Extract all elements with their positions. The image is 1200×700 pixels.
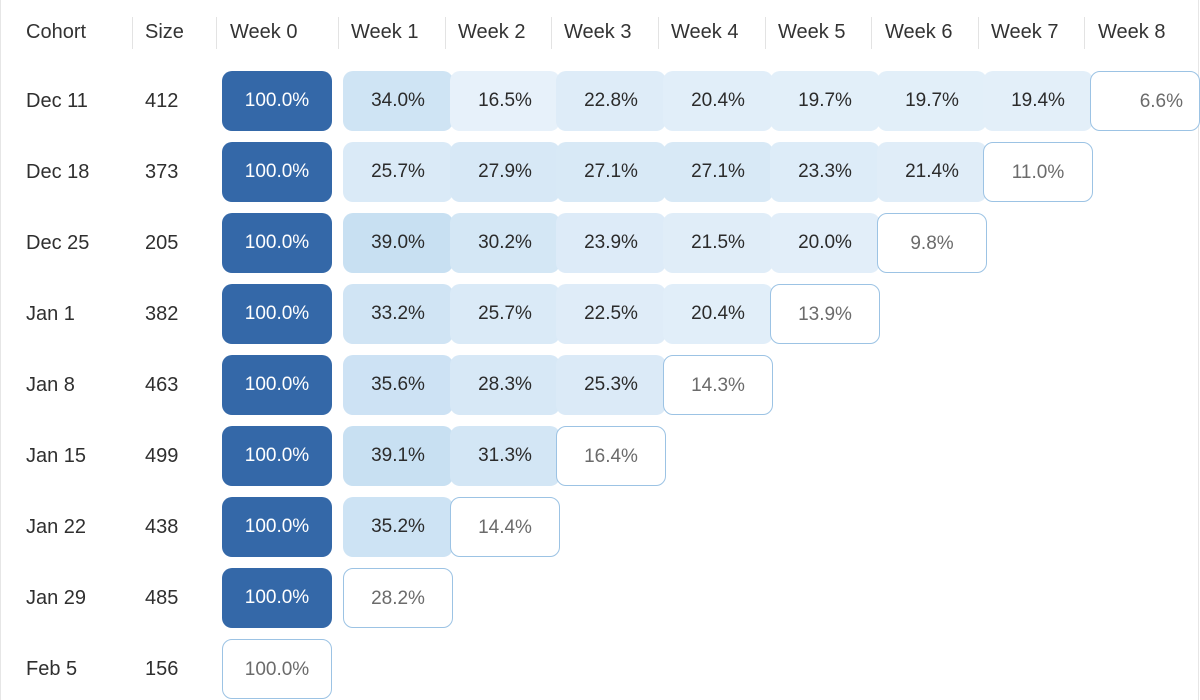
retention-cell: 19.7%	[770, 71, 880, 131]
column-header: Week 0	[230, 21, 298, 43]
column-header: Week 4	[671, 21, 739, 43]
header-separator	[551, 17, 552, 49]
cohort-label: Dec 11	[26, 90, 88, 112]
retention-cell: 33.2%	[343, 284, 453, 344]
header-separator	[132, 17, 133, 49]
retention-cell: 6.6%	[1090, 71, 1200, 131]
header-separator	[871, 17, 872, 49]
retention-cell: 30.2%	[450, 213, 560, 273]
cohort-label: Jan 29	[26, 587, 87, 609]
retention-cell: 39.1%	[343, 426, 453, 486]
cohort-size: 438	[145, 516, 179, 538]
cohort-label: Dec 18	[26, 161, 90, 183]
cohort-label: Jan 22	[26, 516, 87, 538]
header-separator	[765, 17, 766, 49]
retention-cell: 19.7%	[877, 71, 987, 131]
column-header: Week 2	[458, 21, 526, 43]
column-header: Week 3	[564, 21, 632, 43]
retention-cell: 13.9%	[770, 284, 880, 344]
retention-cell: 16.4%	[556, 426, 666, 486]
column-header: Week 7	[991, 21, 1059, 43]
cohort-size: 156	[145, 658, 179, 680]
cohort-label: Jan 1	[26, 303, 75, 325]
retention-cell: 25.7%	[343, 142, 453, 202]
cohort-size: 382	[145, 303, 179, 325]
column-header: Week 5	[778, 21, 846, 43]
retention-cell: 25.3%	[556, 355, 666, 415]
cohort-label: Dec 25	[26, 232, 90, 254]
header-separator	[978, 17, 979, 49]
cohort-label: Feb 5	[26, 658, 78, 680]
retention-cell: 35.2%	[343, 497, 453, 557]
retention-cell: 22.8%	[556, 71, 666, 131]
retention-cell: 100.0%	[222, 142, 332, 202]
header-separator	[338, 17, 339, 49]
retention-cell: 31.3%	[450, 426, 560, 486]
retention-cell: 34.0%	[343, 71, 453, 131]
cohort-size: 412	[145, 90, 179, 112]
retention-cell: 39.0%	[343, 213, 453, 273]
header-separator	[1084, 17, 1085, 49]
retention-cell: 21.4%	[877, 142, 987, 202]
header-separator	[445, 17, 446, 49]
cohort-label: Jan 8	[26, 374, 75, 396]
retention-cell: 23.3%	[770, 142, 880, 202]
retention-cell: 22.5%	[556, 284, 666, 344]
cohort-size: 373	[145, 161, 179, 183]
retention-cell: 11.0%	[983, 142, 1093, 202]
cohort-size: 205	[145, 232, 179, 254]
column-header: Week 8	[1098, 21, 1166, 43]
retention-cell: 21.5%	[663, 213, 773, 273]
retention-cell: 14.3%	[663, 355, 773, 415]
retention-cell: 100.0%	[222, 639, 332, 699]
retention-cell: 35.6%	[343, 355, 453, 415]
retention-cell: 100.0%	[222, 71, 332, 131]
retention-cell: 20.4%	[663, 284, 773, 344]
column-header: Week 6	[885, 21, 953, 43]
retention-cell: 100.0%	[222, 497, 332, 557]
retention-cell: 25.7%	[450, 284, 560, 344]
header-separator	[658, 17, 659, 49]
retention-cell: 100.0%	[222, 568, 332, 628]
retention-cell: 27.9%	[450, 142, 560, 202]
retention-cell: 20.4%	[663, 71, 773, 131]
cohort-size: 463	[145, 374, 179, 396]
retention-cell: 100.0%	[222, 284, 332, 344]
retention-cell: 27.1%	[663, 142, 773, 202]
retention-cell: 14.4%	[450, 497, 560, 557]
retention-cell: 9.8%	[877, 213, 987, 273]
column-header: Week 1	[351, 21, 419, 43]
retention-cell: 100.0%	[222, 426, 332, 486]
header-separator	[216, 17, 217, 49]
cohort-label: Jan 15	[26, 445, 87, 467]
retention-cell: 23.9%	[556, 213, 666, 273]
retention-cell: 100.0%	[222, 355, 332, 415]
retention-cell: 16.5%	[450, 71, 560, 131]
cohort-size: 499	[145, 445, 179, 467]
column-header: Cohort	[26, 21, 87, 43]
retention-cell: 28.2%	[343, 568, 453, 628]
retention-cell: 20.0%	[770, 213, 880, 273]
column-header: Size	[145, 21, 184, 43]
cohort-size: 485	[145, 587, 179, 609]
retention-cell: 19.4%	[983, 71, 1093, 131]
retention-cell: 28.3%	[450, 355, 560, 415]
retention-cell: 27.1%	[556, 142, 666, 202]
retention-cell: 100.0%	[222, 213, 332, 273]
